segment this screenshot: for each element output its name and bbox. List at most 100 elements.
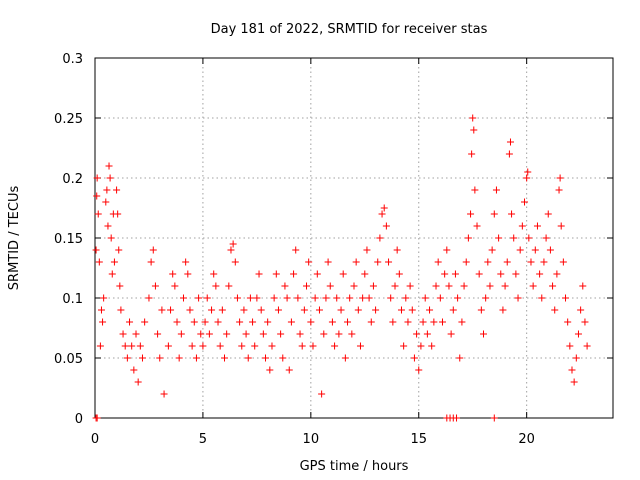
data-point — [570, 378, 578, 386]
data-point — [579, 282, 587, 290]
data-point — [201, 318, 209, 326]
data-point — [551, 306, 559, 314]
data-point — [564, 318, 572, 326]
data-point — [272, 270, 280, 278]
data-point — [233, 294, 241, 302]
data-point — [279, 354, 287, 362]
data-point — [462, 258, 470, 266]
data-point — [469, 114, 477, 122]
data-point — [516, 246, 524, 254]
data-point — [242, 330, 250, 338]
data-point — [117, 306, 125, 314]
data-point — [445, 282, 453, 290]
data-point — [136, 342, 144, 350]
data-point — [231, 258, 239, 266]
data-point — [460, 282, 468, 290]
data-point — [413, 330, 421, 338]
data-point — [149, 246, 157, 254]
data-point — [475, 270, 483, 278]
data-point — [229, 240, 237, 248]
data-point — [354, 306, 362, 314]
data-point — [311, 294, 319, 302]
data-point — [574, 330, 582, 338]
x-tick-label: 20 — [518, 432, 535, 447]
data-point — [283, 294, 291, 302]
y-tick-label: 0 — [75, 412, 83, 427]
data-point — [404, 318, 412, 326]
data-point — [106, 174, 114, 182]
data-point — [451, 270, 459, 278]
data-point — [305, 258, 313, 266]
data-point — [253, 294, 261, 302]
data-point — [408, 306, 416, 314]
data-point — [134, 378, 142, 386]
data-point — [262, 354, 270, 362]
data-point — [147, 258, 155, 266]
data-point — [103, 186, 111, 194]
data-point — [309, 342, 317, 350]
data-point — [544, 210, 552, 218]
data-point — [395, 270, 403, 278]
y-tick-label: 0.3 — [62, 52, 83, 67]
data-point — [167, 306, 175, 314]
grid-lines — [95, 58, 613, 418]
data-point — [110, 258, 118, 266]
data-point — [169, 270, 177, 278]
data-point — [92, 246, 100, 254]
data-point — [251, 342, 259, 350]
y-tick-label: 0.05 — [54, 352, 83, 367]
data-point — [361, 270, 369, 278]
data-point — [559, 258, 567, 266]
data-point — [348, 330, 356, 338]
data-point — [218, 306, 226, 314]
data-point — [417, 342, 425, 350]
data-point — [421, 294, 429, 302]
data-point — [203, 294, 211, 302]
data-point — [249, 318, 257, 326]
data-point — [294, 294, 302, 302]
data-point — [410, 354, 418, 362]
data-point — [292, 246, 300, 254]
data-point — [93, 192, 101, 200]
data-point — [470, 126, 478, 134]
data-point — [186, 306, 194, 314]
data-point — [453, 414, 461, 422]
data-point — [536, 270, 544, 278]
data-point — [164, 342, 172, 350]
data-point — [501, 282, 509, 290]
data-point — [415, 366, 423, 374]
data-point — [419, 318, 427, 326]
data-point — [126, 318, 134, 326]
data-point — [400, 342, 408, 350]
data-point — [264, 318, 272, 326]
data-point — [158, 306, 166, 314]
data-point — [350, 282, 358, 290]
data-point — [393, 246, 401, 254]
data-point — [553, 270, 561, 278]
data-point — [505, 150, 513, 158]
data-point — [132, 330, 140, 338]
data-point — [490, 210, 498, 218]
data-point — [454, 294, 462, 302]
x-tick-label: 15 — [410, 432, 427, 447]
data-point — [335, 330, 343, 338]
data-point — [464, 234, 472, 242]
data-point — [374, 258, 382, 266]
data-point — [471, 186, 479, 194]
data-point — [510, 234, 518, 242]
data-point — [195, 294, 203, 302]
data-point — [268, 342, 276, 350]
data-point — [221, 354, 228, 362]
data-point — [107, 234, 115, 242]
data-point — [339, 270, 347, 278]
data-point — [313, 270, 321, 278]
data-point — [555, 186, 563, 194]
data-point — [105, 162, 113, 170]
data-point — [430, 318, 438, 326]
data-point — [468, 150, 476, 158]
data-point — [486, 282, 494, 290]
data-point — [138, 354, 146, 362]
data-point — [108, 270, 116, 278]
data-point — [266, 366, 274, 374]
data-point — [447, 330, 455, 338]
